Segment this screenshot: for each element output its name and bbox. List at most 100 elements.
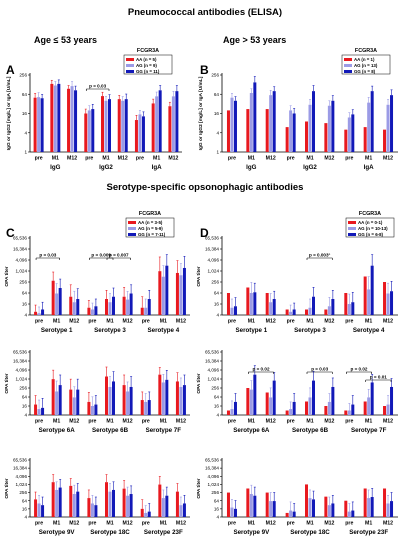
bar [117,99,121,152]
y-tick-label: 64 [214,291,220,296]
timepoint-label: M12 [168,156,178,162]
bar [158,374,162,415]
bar [126,495,130,517]
y-tick-label: 16 [214,302,220,307]
bar [383,129,387,152]
timepoint-label: pre [85,156,93,162]
bar [327,401,331,415]
y-tick-label: 4,096 [16,258,28,263]
p-value-label: p = 0.01 [370,375,387,380]
timepoint-label: M1 [248,156,255,162]
bar [165,265,169,315]
legend-item: AG (n = 13) [354,63,378,68]
opa-subtitle: Serotype-specific opsonophagic antibodie… [107,182,304,193]
y-tick-label: 16,384 [13,466,27,471]
bar [121,100,125,152]
bar [344,293,348,315]
y-axis-label: OPA titer [196,266,202,286]
timepoint-label: M1 [53,319,60,325]
bar [226,293,230,315]
timepoint-label: M12 [118,156,128,162]
bar [386,503,390,517]
bar [144,512,148,517]
timepoint-label: pre [228,156,236,162]
y-tick-label: 4,096 [208,368,220,373]
bar [390,386,394,415]
bar [265,392,269,415]
panel-letter: A [6,63,15,77]
group-label: Serotype 23F [144,529,183,536]
bar [37,503,41,517]
bar [158,484,162,517]
chart-panel: 4 16 64 256 1,024 4,096 16,384 65,536 OPA titer p… [196,458,398,536]
legend: FCGR3A AA (n = 5)AG (n = 9)GG (n = 11) [123,48,173,75]
panel-letter: C [6,226,15,240]
timepoint-label: M12 [266,521,276,527]
bar [129,293,133,315]
bar [347,410,351,415]
bar [55,391,59,415]
bar [312,296,315,315]
y-tick-label: 1,024 [208,269,220,274]
timepoint-label: M12 [324,319,334,325]
legend-box [123,54,173,75]
bar [386,404,390,415]
y-tick-label: 65,536 [205,350,219,355]
bar [351,302,355,315]
legend-swatch [126,64,134,67]
bar [37,313,41,315]
bar [344,500,348,517]
y-tick-label: 4,096 [16,474,28,479]
timepoint-label: M12 [67,156,77,162]
bar [155,96,159,152]
legend-item: GG (n = 6-8) [358,232,384,237]
bar [158,271,162,315]
timepoint-label: M1 [306,156,313,162]
bar [105,482,108,517]
bar [76,299,80,315]
y-axis-label: OPA titer [196,478,202,498]
bar [367,498,371,517]
legend-swatch [126,70,134,73]
bar [253,292,257,315]
y-tick-label: 16,384 [205,247,219,252]
timepoint-label: M12 [324,156,334,162]
y-tick-label: 4 [24,413,27,418]
bar [390,291,394,315]
y-tick-label: 64 [22,395,28,400]
bar [94,505,98,517]
y-tick-label: 1,024 [208,377,220,382]
timepoint-label: pre [228,419,236,425]
group-label: IgG2 [99,164,113,171]
bar [126,391,130,415]
bar [308,307,312,315]
y-tick-label: 4 [24,313,27,318]
bar [122,296,126,315]
bar [226,110,230,152]
bar [363,401,367,415]
legend-item: AA (n = 1) [354,57,375,62]
p-value-label: p = 0.02 [350,367,367,372]
bar [344,129,348,152]
timepoint-label: M1 [52,156,59,162]
bar [327,105,331,152]
timepoint-label: M12 [176,419,186,425]
bar [249,389,253,415]
bar [285,512,289,517]
timepoint-label: M1 [365,156,372,162]
bar [253,82,257,152]
bar [94,404,98,415]
legend-box [125,217,175,238]
legend-swatch [348,233,356,236]
bar [108,99,111,152]
y-axis-label: OPA titer [196,373,202,393]
bar [138,114,142,152]
y-axis-label: OPA titer [4,373,10,393]
timepoint-label: pre [142,521,150,527]
bar [285,127,289,152]
bar [112,296,115,315]
group-label: Serotype 3 [94,327,126,334]
bar [289,311,293,315]
group-label: IgG [50,164,60,171]
bar [246,488,250,517]
